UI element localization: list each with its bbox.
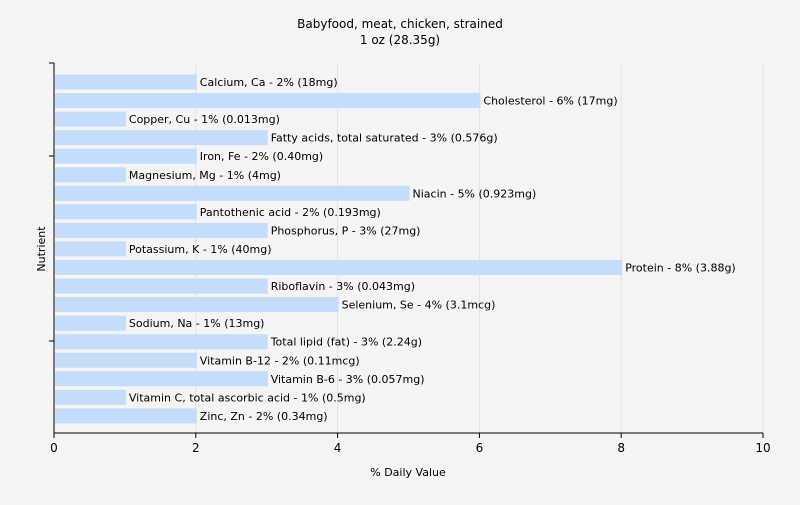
- bar-label: Phosphorus, P - 3% (27mg): [271, 224, 421, 237]
- bar: [55, 278, 268, 294]
- x-tick-label: 4: [334, 441, 342, 455]
- bar-label: Fatty acids, total saturated - 3% (0.576…: [271, 132, 498, 145]
- bar-label: Potassium, K - 1% (40mg): [129, 243, 272, 256]
- bar: [55, 148, 197, 164]
- bar: [55, 222, 268, 238]
- bar-label: Sodium, Na - 1% (13mg): [129, 317, 265, 330]
- bar: [55, 74, 197, 90]
- bar: [55, 93, 481, 109]
- bar: [55, 260, 623, 275]
- x-tick-label: 2: [192, 441, 200, 455]
- bar-label: Vitamin C, total ascorbic acid - 1% (0.5…: [129, 391, 366, 404]
- bar: [55, 352, 197, 368]
- bars: Calcium, Ca - 2% (18mg) Cholesterol - 6% …: [55, 74, 736, 424]
- bar: [55, 167, 126, 183]
- bar-label: Cholesterol - 6% (17mg): [483, 95, 617, 108]
- x-tick-label: 0: [50, 441, 58, 455]
- bar-label: Vitamin B-12 - 2% (0.11mcg): [200, 354, 360, 367]
- bar: [55, 111, 126, 127]
- bar-label: Iron, Fe - 2% (0.40mg): [200, 150, 323, 163]
- bar: [55, 130, 268, 146]
- bar-label: Calcium, Ca - 2% (18mg): [200, 76, 338, 89]
- bar-label: Copper, Cu - 1% (0.013mg): [129, 113, 280, 126]
- bar-label: Riboflavin - 3% (0.043mg): [271, 280, 415, 293]
- chart-subtitle: 1 oz (28.35g): [360, 33, 440, 47]
- bar-label: Niacin - 5% (0.923mg): [413, 187, 537, 200]
- bar-label: Zinc, Zn - 2% (0.34mg): [200, 410, 328, 423]
- bar-label: Selenium, Se - 4% (3.1mcg): [342, 299, 496, 312]
- x-tick-label: 8: [617, 441, 625, 455]
- x-tick-label: 6: [476, 441, 484, 455]
- bar-label: Vitamin B-6 - 3% (0.057mg): [271, 373, 425, 386]
- bar: [55, 371, 268, 387]
- bar: [55, 334, 268, 350]
- axes: 0 2 4 6 8 10: [49, 62, 771, 455]
- bar-label: Pantothenic acid - 2% (0.193mg): [200, 206, 381, 219]
- bar: [55, 204, 197, 220]
- bar: [55, 297, 339, 313]
- bar-label: Protein - 8% (3.88g): [625, 262, 736, 275]
- bar: [55, 241, 126, 257]
- bar: [55, 389, 126, 405]
- bar: [55, 315, 126, 331]
- bar: [55, 185, 410, 201]
- chart-title: Babyfood, meat, chicken, strained: [297, 17, 503, 31]
- bar-label: Total lipid (fat) - 3% (2.24g): [270, 336, 422, 349]
- y-axis-label: Nutrient: [35, 226, 48, 272]
- x-axis-label: % Daily Value: [370, 466, 446, 479]
- x-tick-label: 10: [755, 441, 770, 455]
- bar: [55, 408, 197, 424]
- bar-label: Magnesium, Mg - 1% (4mg): [129, 169, 281, 182]
